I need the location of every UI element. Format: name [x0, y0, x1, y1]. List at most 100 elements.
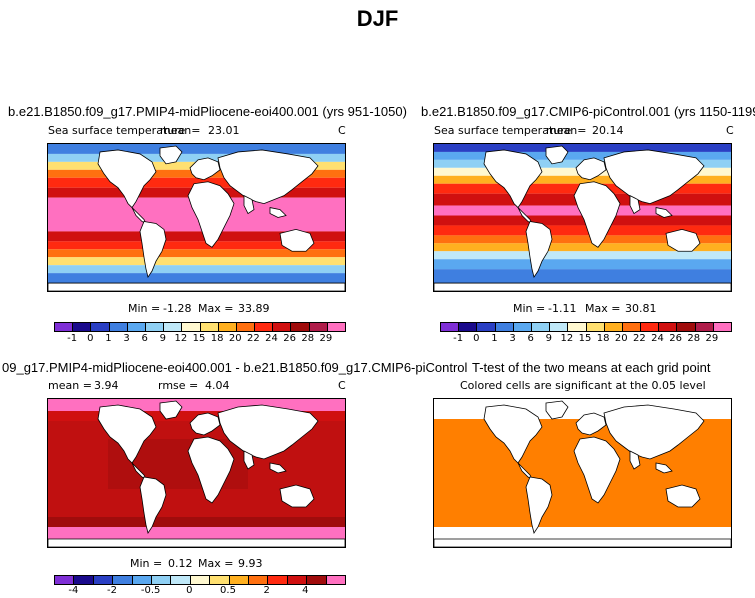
- colorbar-difference: [54, 575, 346, 585]
- panel-bl-max-label: Max =: [198, 557, 234, 570]
- continent-outline: [279, 484, 315, 508]
- colorbar-tick-label: 1: [491, 333, 498, 344]
- colorbar-tick-label: 22: [247, 333, 260, 344]
- colorbar-tick-label: 18: [210, 333, 224, 344]
- sst-band: [48, 399, 345, 411]
- panel-tl-title: b.e21.B1850.f09_g17.PMIP4-midPliocene-eo…: [8, 104, 407, 119]
- colorbar-tick-label: 0.5: [220, 585, 236, 596]
- continent-outline: [603, 149, 705, 205]
- colorbar-swatch: [641, 323, 660, 331]
- colorbar-swatch: [513, 323, 532, 331]
- continent-outline: [48, 282, 345, 291]
- colorbar-swatch: [74, 576, 94, 584]
- panel-tl-min-value: -1.28: [163, 302, 192, 315]
- continent-outline: [139, 221, 167, 279]
- continent-outline: [525, 221, 553, 279]
- colorbar-tick-label: -0.5: [140, 585, 161, 596]
- continent-outline: [575, 412, 607, 436]
- panel-tr-min-value: -1.11: [548, 302, 577, 315]
- colorbar-swatch: [273, 323, 292, 331]
- colorbar-swatch: [309, 323, 328, 331]
- ttest-significance-map: [433, 398, 732, 548]
- sst-band: [48, 517, 345, 527]
- continent-outline: [189, 412, 221, 436]
- continent-outline: [159, 400, 183, 420]
- panel-tr-units: C: [726, 124, 734, 137]
- panel-tr-variable: Sea surface temperature: [434, 124, 572, 137]
- panel-bl-units: C: [338, 379, 346, 392]
- colorbar-swatch: [93, 576, 114, 584]
- colorbar-swatch: [73, 323, 92, 331]
- panel-bl-mean-label: mean =: [48, 379, 92, 392]
- colorbar-swatch: [190, 576, 211, 584]
- colorbar-swatch: [459, 323, 478, 331]
- continent-outline: [189, 157, 221, 181]
- sst-band: [434, 175, 731, 184]
- colorbar-tick-label: 26: [669, 333, 682, 344]
- panel-bl-rmse-value: 4.04: [205, 379, 230, 392]
- colorbar-swatch: [210, 576, 230, 584]
- continent-outline: [48, 538, 345, 547]
- panel-tl-variable: Sea surface temperature: [48, 124, 186, 137]
- colorbar-swatch: [55, 323, 74, 331]
- panel-tr-max-value: 30.81: [625, 302, 657, 315]
- colorbar-tick-label: 29: [319, 333, 333, 344]
- colorbar-swatch: [550, 323, 569, 331]
- panel-br-subtitle: Colored cells are significant at the 0.0…: [460, 379, 706, 392]
- sst-band: [434, 225, 731, 236]
- sst-band: [434, 251, 731, 260]
- colorbar-swatch: [229, 576, 250, 584]
- continent-outline: [603, 404, 705, 460]
- continent-outline: [217, 149, 319, 205]
- colorbar-swatch: [326, 576, 346, 584]
- colorbar-swatch: [127, 323, 146, 331]
- colorbar-swatch: [145, 323, 165, 331]
- continent-outline: [269, 207, 287, 218]
- colorbar-tick-label: 2: [263, 585, 270, 596]
- colorbar-swatch: [604, 323, 623, 331]
- colorbar-swatch: [132, 576, 153, 584]
- colorbar-tick-label: -2: [107, 585, 117, 596]
- sst-difference-map: [47, 398, 346, 548]
- colorbar-tick-label: 4: [302, 585, 309, 596]
- panel-tl-max-value: 33.89: [238, 302, 270, 315]
- figure-title: DJF: [356, 6, 399, 31]
- continent-outline: [269, 462, 287, 474]
- colorbar-tick-label: 22: [633, 333, 646, 344]
- colorbar-swatch: [55, 576, 75, 584]
- panel-tr-mean-label: mean=: [546, 124, 587, 137]
- colorbar-tick-label: 0: [473, 333, 480, 344]
- panel-bl-min-value: 0.12: [168, 557, 193, 570]
- panel-bl-min-label: Min =: [130, 557, 163, 570]
- continent-outline: [545, 145, 569, 165]
- colorbar-swatch: [677, 323, 696, 331]
- colorbar-tick-label: 20: [228, 333, 242, 344]
- panel-tl-min-label: Min =: [128, 302, 161, 315]
- colorbar-tick-label: -1: [453, 333, 464, 344]
- colorbar-tick-label: 18: [596, 333, 610, 344]
- colorbar-tick-label: 24: [265, 333, 278, 344]
- panel-tr-max-label: Max =: [585, 302, 621, 315]
- colorbar-swatch: [713, 323, 731, 331]
- continent-outline: [525, 476, 553, 534]
- continent-outline: [243, 195, 255, 215]
- panel-bl-mean-value: 3.94: [94, 379, 119, 392]
- colorbar-tick-label: 9: [159, 333, 166, 344]
- colorbar-swatch: [568, 323, 587, 331]
- colorbar-swatch: [164, 323, 183, 331]
- colorbar-tick-label: 15: [192, 333, 206, 344]
- sst-band: [48, 249, 345, 258]
- colorbar-swatch: [495, 323, 514, 331]
- colorbar-swatch: [287, 576, 308, 584]
- colorbar-swatch: [171, 576, 191, 584]
- continent-outline: [187, 181, 235, 248]
- sst-band: [48, 265, 345, 274]
- colorbar-tick-label: 3: [123, 333, 130, 344]
- continent-outline: [573, 436, 621, 504]
- colorbar-tick-label: 24: [651, 333, 664, 344]
- colorbar-swatch: [441, 323, 460, 331]
- sst-band: [434, 215, 731, 226]
- colorbar-tick-label: 9: [545, 333, 552, 344]
- colorbar-swatch: [218, 323, 237, 331]
- colorbar-tick-label: -4: [68, 585, 79, 596]
